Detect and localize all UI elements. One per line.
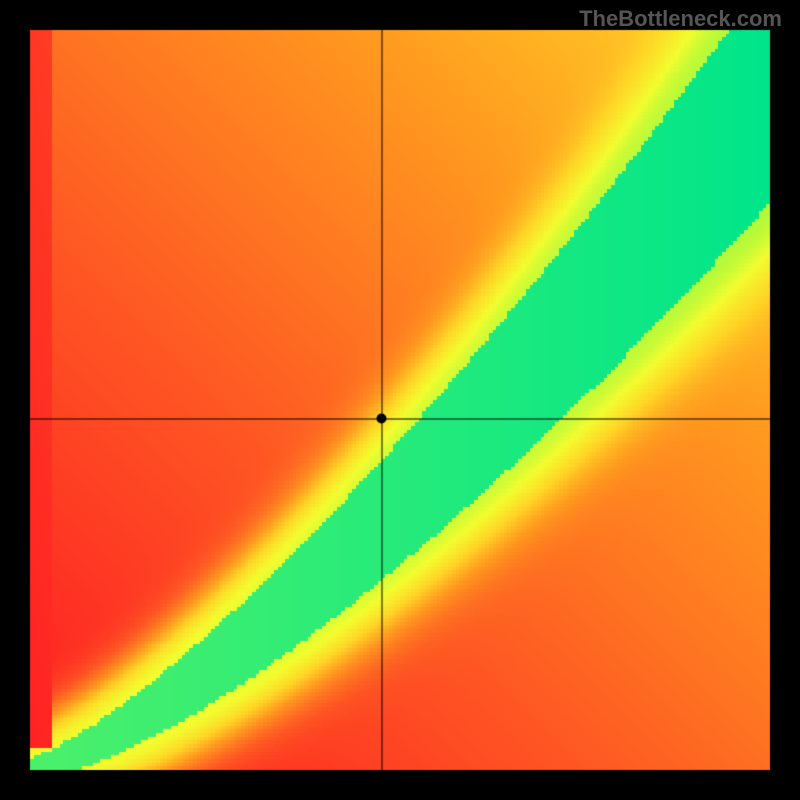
chart-container: { "watermark": { "text": "TheBottleneck.…: [0, 0, 800, 800]
bottleneck-heatmap: [0, 0, 800, 800]
watermark-text: TheBottleneck.com: [579, 6, 782, 32]
